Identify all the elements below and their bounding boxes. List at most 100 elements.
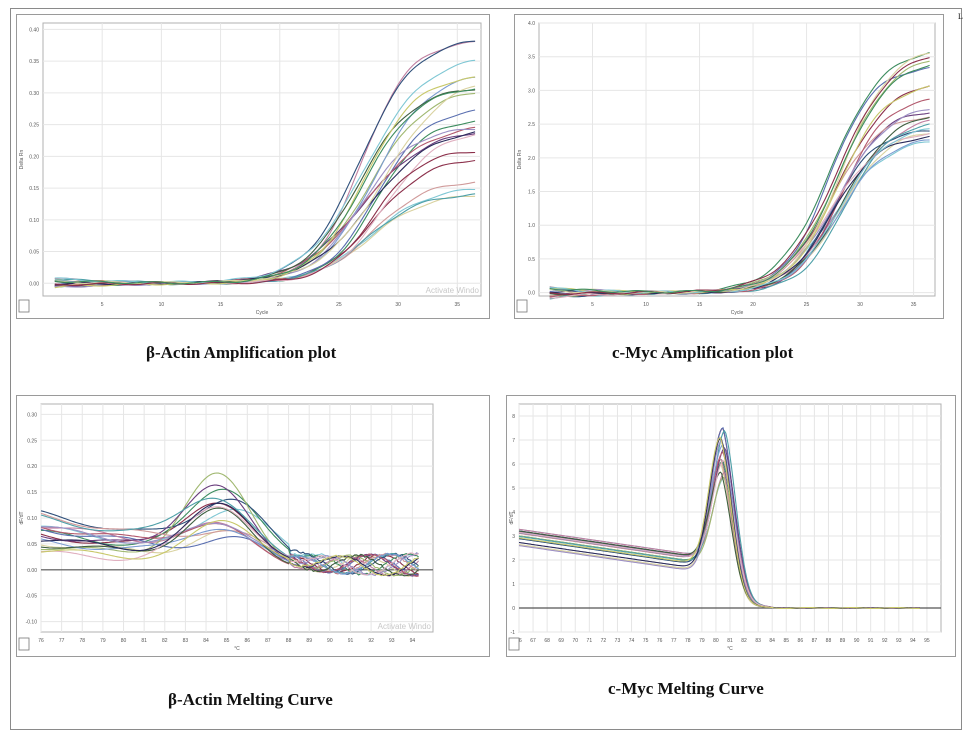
- myc_amp-svg: 5 10 15 20 25 30 35 0.0 0.5 1.0 1.5 2.0 2.5 3.0 3.5 4.0…: [516, 21, 936, 316]
- series-line: [54, 59, 476, 284]
- x-tick-label: 77: [59, 638, 65, 644]
- actin_melt-svg: 76 77 78 79 80 81 82 83 84 85 86 87 88 89 90 91 92 93 94 -0…: [18, 403, 434, 652]
- x-tick-label: 79: [699, 638, 705, 644]
- export-icon: [516, 299, 528, 313]
- y-tick-label: 0.00: [29, 281, 39, 287]
- y-tick-label: 0.20: [27, 464, 37, 470]
- x-tick-label: 81: [727, 638, 733, 644]
- series-line: [54, 85, 476, 285]
- myc-amplification-panel: 5 10 15 20 25 30 35 0.0 0.5 1.0 1.5 2.0 2.5 3.0 3.5 4.0…: [514, 14, 944, 319]
- x-tick-label: 85: [783, 638, 789, 644]
- y-axis-label: Delta Rn: [19, 150, 25, 170]
- y-tick-label: 0.35: [29, 59, 39, 65]
- x-tick-label: 71: [587, 638, 593, 644]
- y-tick-label: -0.10: [26, 620, 38, 626]
- series-line: [40, 520, 419, 577]
- y-tick-label: 2.5: [528, 122, 535, 128]
- y-tick-label: 0.40: [29, 27, 39, 33]
- export-icon: [18, 299, 30, 313]
- y-tick-label: 0.15: [29, 186, 39, 192]
- x-tick-label: 89: [840, 638, 846, 644]
- y-tick-label: 0.30: [29, 91, 39, 97]
- y-tick-label: 0.5: [528, 257, 535, 263]
- actin-amp-caption: β-Actin Amplification plot: [146, 343, 337, 362]
- x-axis-label: Cycle: [731, 310, 744, 316]
- y-tick-label: 0.30: [27, 412, 37, 418]
- y-tick-label: 2.0: [528, 156, 535, 162]
- corner-mark: L: [958, 12, 963, 21]
- x-tick-label: 90: [854, 638, 860, 644]
- y-tick-label: 6: [512, 462, 515, 468]
- x-tick-label: 73: [615, 638, 621, 644]
- myc-melting-panel: 6667686970717273747576777879808182838485…: [506, 395, 956, 657]
- myc_melt-svg: 6667686970717273747576777879808182838485…: [508, 403, 942, 652]
- x-tick-label: 84: [203, 638, 209, 644]
- x-tick-label: 10: [159, 302, 165, 308]
- export-icon: [18, 637, 30, 651]
- x-tick-label: 5: [591, 302, 594, 308]
- x-tick-label: 78: [685, 638, 691, 644]
- y-tick-label: -0.05: [26, 594, 38, 600]
- series-line: [549, 64, 930, 294]
- x-tick-label: 80: [121, 638, 127, 644]
- y-tick-label: 2: [512, 558, 515, 564]
- y-tick-label: 0.05: [27, 542, 37, 548]
- series-line: [518, 436, 920, 610]
- x-tick-label: 91: [348, 638, 354, 644]
- x-tick-label: 95: [924, 638, 930, 644]
- x-tick-label: 30: [857, 302, 863, 308]
- figure-frame: [10, 8, 962, 730]
- x-tick-label: 81: [141, 638, 147, 644]
- y-tick-label: 0.05: [29, 250, 39, 256]
- x-tick-label: 77: [671, 638, 677, 644]
- y-tick-label: 3.5: [528, 55, 535, 61]
- x-tick-label: 80: [713, 638, 719, 644]
- y-axis-label: Delta Rn: [517, 150, 523, 170]
- series-line: [41, 472, 419, 577]
- x-tick-label: 68: [544, 638, 550, 644]
- x-tick-label: 91: [868, 638, 874, 644]
- y-tick-label: 0.10: [29, 218, 39, 224]
- x-axis-label: °C: [234, 646, 240, 652]
- x-tick-label: 88: [826, 638, 832, 644]
- x-tick-label: 69: [558, 638, 564, 644]
- x-tick-label: 76: [657, 638, 663, 644]
- x-tick-label: 83: [183, 638, 189, 644]
- x-tick-label: 84: [769, 638, 775, 644]
- x-tick-label: 30: [395, 302, 401, 308]
- x-tick-label: 35: [455, 302, 461, 308]
- y-tick-label: 1: [512, 582, 515, 588]
- y-tick-label: 0: [512, 606, 515, 612]
- series-line: [40, 502, 419, 575]
- x-tick-label: 94: [910, 638, 916, 644]
- x-tick-label: 20: [277, 302, 283, 308]
- series-line: [549, 128, 930, 294]
- x-tick-label: 82: [741, 638, 747, 644]
- y-tick-label: 0.15: [27, 490, 37, 496]
- series-line: [40, 522, 419, 577]
- actin_amp-svg: 5 10 15 20 25 30 35 0.00 0.05 0.10 0.15 0.20 0.25 0.3…: [18, 22, 482, 316]
- watermark: Activate Windo: [426, 286, 480, 295]
- x-tick-label: 82: [162, 638, 168, 644]
- x-tick-label: 25: [804, 302, 810, 308]
- export-icon: [508, 637, 520, 651]
- x-tick-label: 20: [750, 302, 756, 308]
- x-axis-label: °C: [727, 646, 733, 652]
- y-tick-label: 5: [512, 486, 515, 492]
- x-tick-label: 94: [410, 638, 416, 644]
- series-line: [40, 502, 419, 577]
- x-tick-label: 5: [101, 302, 104, 308]
- x-tick-label: 15: [218, 302, 224, 308]
- y-tick-label: 0.00: [27, 568, 37, 574]
- x-tick-label: 70: [572, 638, 578, 644]
- y-tick-label: 0.25: [29, 123, 39, 129]
- y-tick-label: 4: [512, 510, 515, 516]
- series-line: [40, 484, 419, 577]
- series-line: [40, 506, 419, 576]
- myc-melt-caption: c-Myc Melting Curve: [608, 679, 764, 698]
- x-tick-label: 79: [100, 638, 106, 644]
- x-tick-label: 75: [643, 638, 649, 644]
- myc-amp-caption: c-Myc Amplification plot: [612, 343, 794, 362]
- x-tick-label: 92: [882, 638, 888, 644]
- x-tick-label: 76: [38, 638, 44, 644]
